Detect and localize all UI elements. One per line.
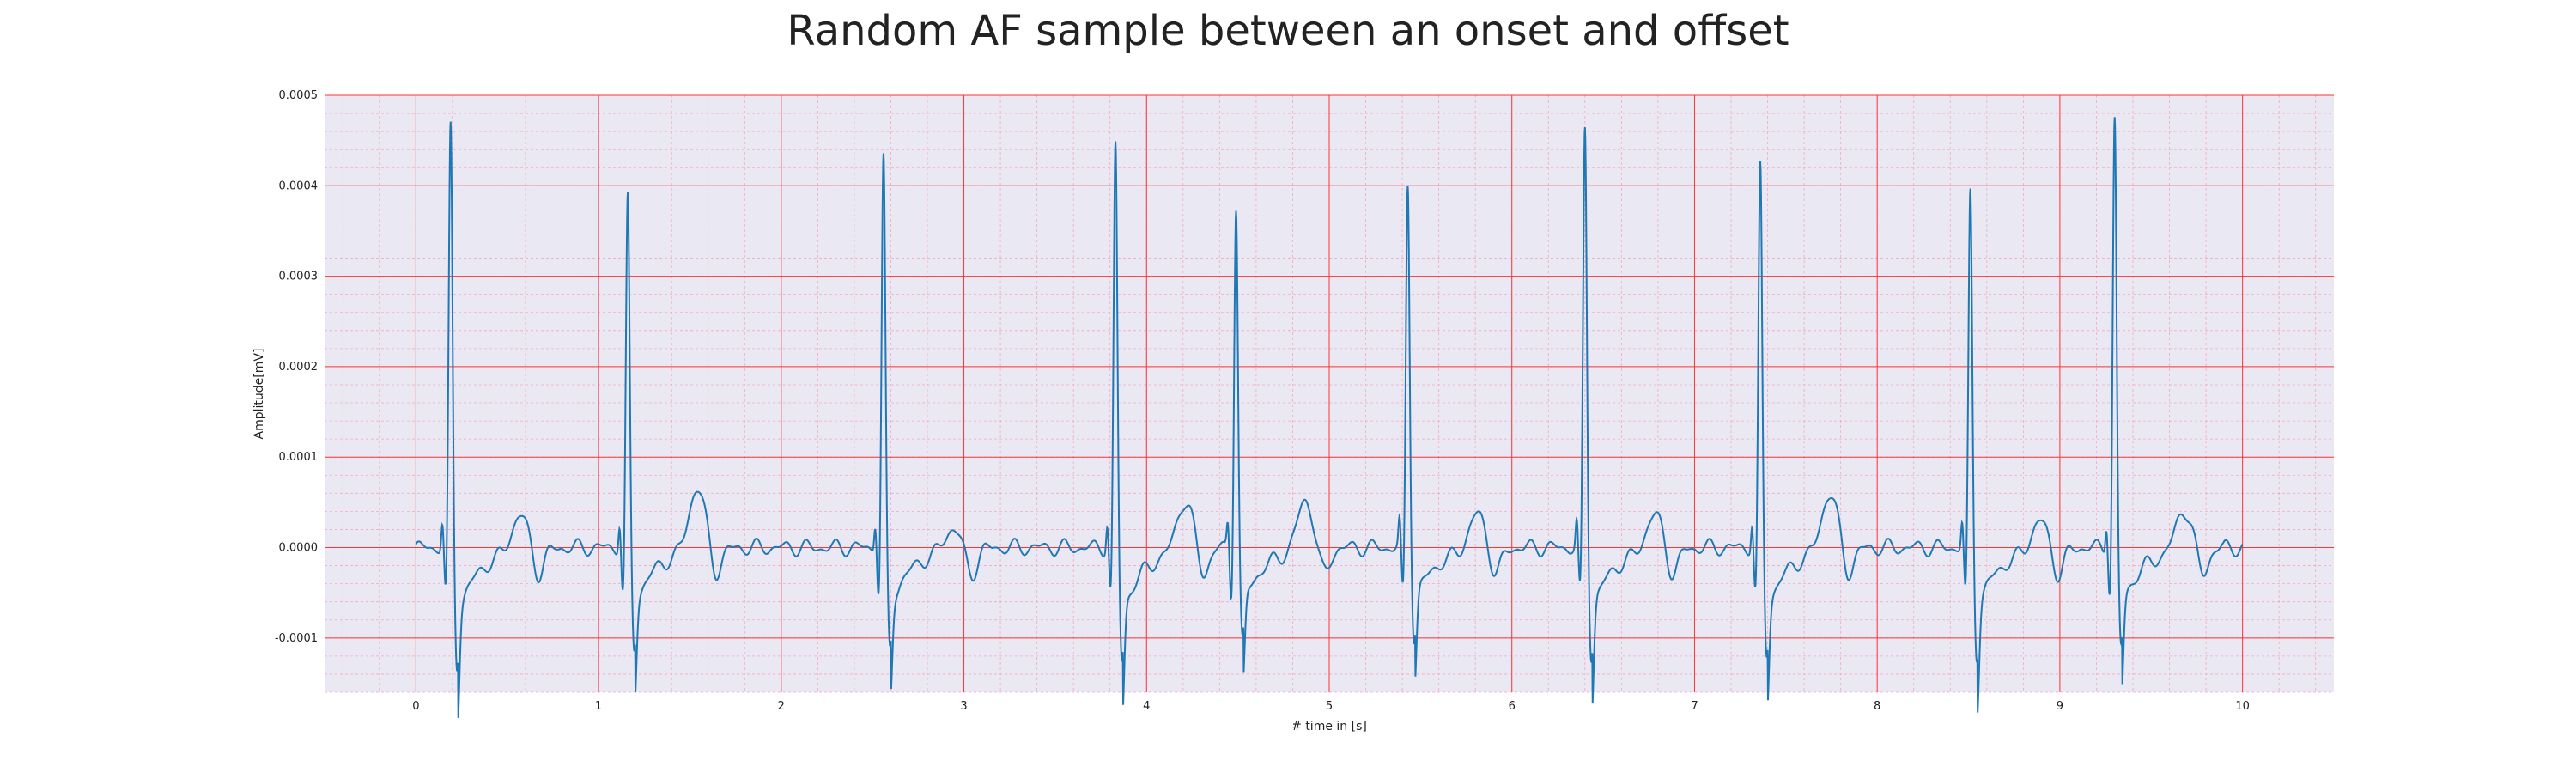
x-tick-label: 4 <box>1143 700 1150 713</box>
y-tick-label: 0.0001 <box>279 451 319 464</box>
y-tick-label: -0.0001 <box>275 632 318 645</box>
x-tick-label: 0 <box>412 700 419 713</box>
x-axis-label: # time in [s] <box>1291 720 1367 733</box>
ecg-series-line <box>415 117 2244 718</box>
x-tick-label: 1 <box>595 700 602 713</box>
y-tick-labels: -0.0001 0.0000 0.0001 0.0002 0.0003 0.0004 0.0… <box>275 89 318 645</box>
x-tick-label: 3 <box>960 700 967 713</box>
major-grid <box>325 94 2334 692</box>
x-tick-label: 8 <box>1874 700 1880 713</box>
x-tick-label: 9 <box>2057 700 2063 713</box>
x-tick-labels: 0 1 2 3 4 5 6 7 8 9 10 <box>412 700 2250 713</box>
x-tick-label: 2 <box>778 700 785 713</box>
y-tick-label: 0.0000 <box>279 542 319 555</box>
y-axis-label: Amplitude[mV] <box>252 349 266 440</box>
y-tick-label: 0.0002 <box>279 361 319 374</box>
x-tick-label: 10 <box>2235 700 2250 713</box>
x-tick-label: 7 <box>1691 700 1698 713</box>
series-group <box>415 117 2244 718</box>
chart-title: Random AF sample between an onset and of… <box>787 7 1789 55</box>
x-tick-label: 6 <box>1509 700 1516 713</box>
y-tick-label: 0.0005 <box>279 89 319 102</box>
y-tick-label: 0.0003 <box>279 271 319 283</box>
x-tick-label: 5 <box>1326 700 1333 713</box>
y-tick-label: 0.0004 <box>279 180 319 192</box>
